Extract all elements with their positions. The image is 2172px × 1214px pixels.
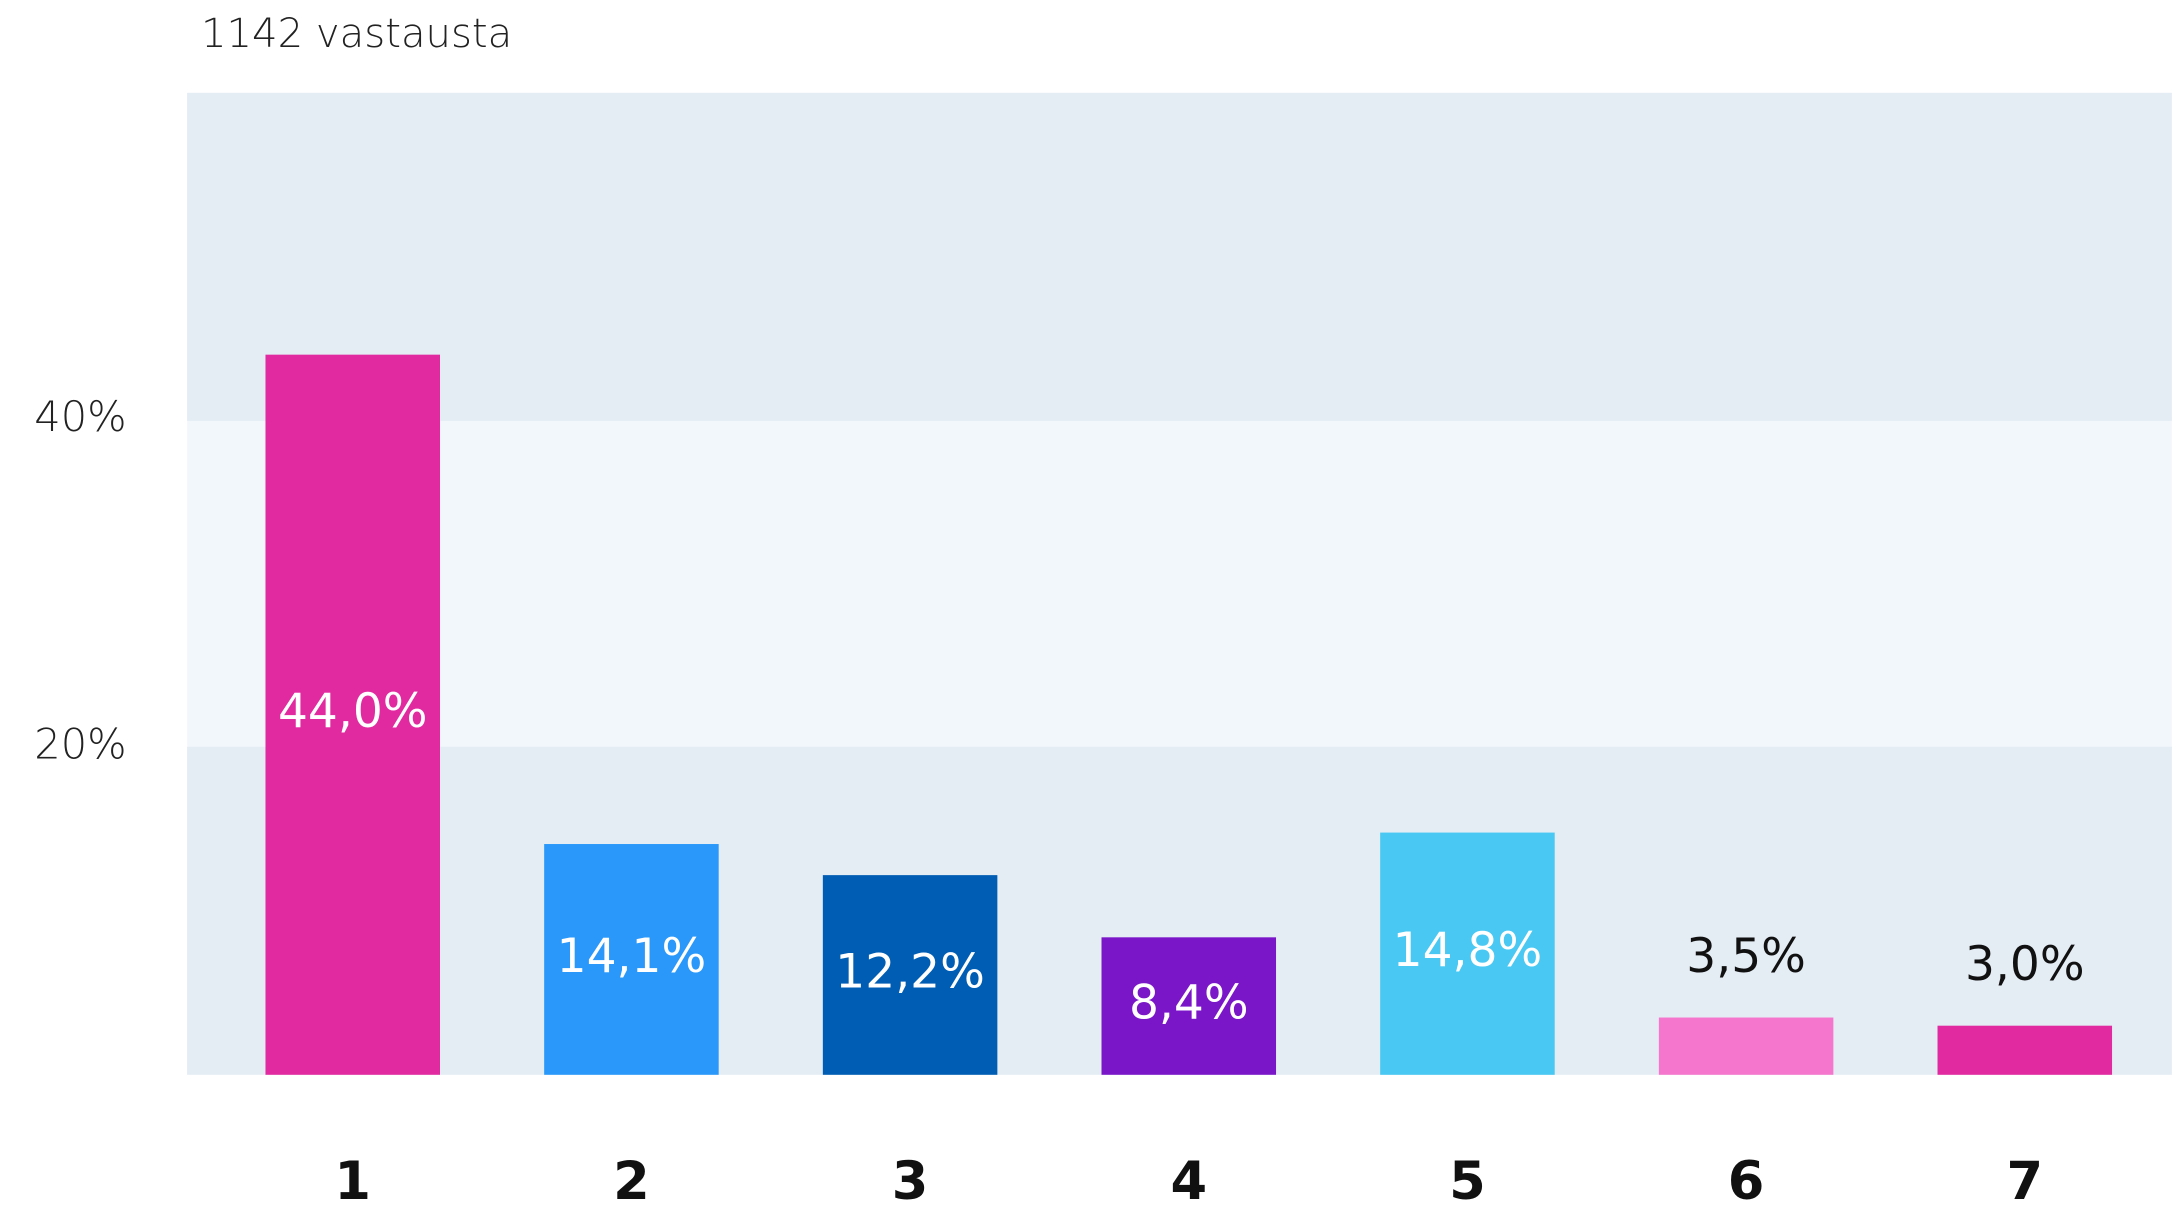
value-label: 3,5% [1686, 929, 1806, 984]
grid-band [187, 92, 2172, 421]
value-label: 44,0% [278, 684, 428, 739]
bar [1380, 832, 1555, 1075]
bar [822, 875, 998, 1075]
value-label: 3,0% [1965, 937, 2085, 992]
bar [1101, 937, 1277, 1075]
x-tick-label: 2 [613, 1151, 650, 1212]
x-tick-label: 3 [892, 1151, 929, 1212]
x-tick-label: 6 [1728, 1151, 1765, 1212]
x-tick-label: 7 [2006, 1151, 2043, 1212]
bar [1937, 1025, 2113, 1075]
value-label: 8,4% [1129, 976, 1249, 1031]
x-tick-label: 5 [1449, 1151, 1486, 1212]
bar [1658, 1017, 1834, 1075]
grid-band [187, 420, 2172, 748]
x-tick-label: 1 [334, 1151, 371, 1212]
value-label: 14,8% [1393, 923, 1543, 978]
bar [265, 354, 441, 1075]
bar [544, 844, 719, 1075]
value-label: 12,2% [835, 944, 985, 999]
x-tick-label: 4 [1170, 1151, 1207, 1212]
y-tick-label: 40% [34, 392, 126, 441]
y-tick-label: 20% [34, 719, 126, 768]
value-label: 14,1% [557, 929, 707, 984]
chart-title: 1142 vastausta [201, 11, 512, 57]
